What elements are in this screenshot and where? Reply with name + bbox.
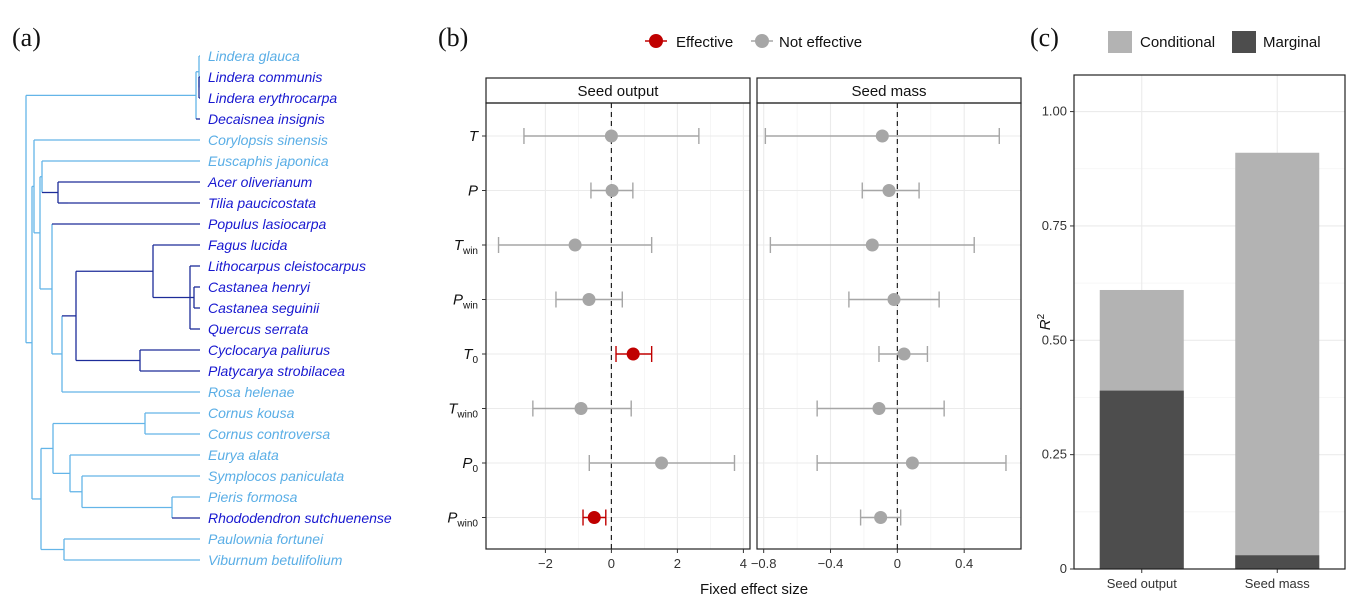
y-tick-label: 0.50: [1042, 332, 1067, 347]
taxon-label: Lindera erythrocarpa: [208, 90, 337, 106]
taxon-label: Eurya alata: [208, 447, 279, 463]
legend-b: Effective Not effective: [645, 34, 862, 51]
legend-effective-label: Effective: [676, 34, 733, 51]
panel-a-label: (a): [12, 23, 41, 52]
legend-not-effective-label: Not effective: [779, 34, 862, 51]
row-label: Twin: [454, 237, 478, 257]
row-label: Pwin: [453, 292, 478, 312]
row-label: Twin0: [448, 401, 478, 421]
row-label: T: [469, 128, 480, 145]
r2-y-axis-title-main: R: [1037, 319, 1054, 330]
r2-bar-chart: Seed output Seed mass 0 0.25 0.50 0.75 1.00: [1042, 74, 1346, 591]
row-label: P0: [462, 455, 478, 475]
x-tick-label: −2: [538, 556, 553, 571]
estimate-point: [905, 456, 919, 470]
estimate-point: [568, 238, 582, 252]
legend-not-effective-marker: [755, 34, 769, 48]
x-tick-label: 0: [608, 556, 615, 571]
x-tick-label: Seed mass: [1245, 576, 1311, 591]
taxon-label: Lindera communis: [208, 69, 322, 85]
facet-title: Seed output: [578, 83, 660, 100]
row-label: T0: [463, 346, 478, 366]
y-tick-label: 1.00: [1042, 104, 1067, 119]
estimate-point: [882, 184, 896, 197]
row-label: Pwin0: [447, 510, 478, 530]
estimate-point: [605, 184, 619, 197]
facet-title: Seed mass: [851, 83, 926, 100]
forest-x-axis-title: Fixed effect size: [700, 581, 808, 598]
facet-strip: [486, 78, 750, 103]
taxon-label: Cyclocarya paliurus: [208, 342, 330, 358]
taxon-label: Cornus kousa: [208, 405, 295, 421]
x-tick-label: 0: [894, 556, 901, 571]
taxon-label: Rosa helenae: [208, 384, 295, 400]
estimate-point: [865, 238, 879, 252]
taxon-label: Acer oliverianum: [207, 174, 313, 190]
r2-y-axis-title-superscript: 2: [1036, 313, 1047, 319]
legend-c: Conditional Marginal: [1108, 31, 1321, 53]
estimate-point: [582, 293, 596, 306]
bar-marginal: [1235, 555, 1320, 569]
panel-b-label: (b): [438, 23, 468, 52]
x-tick-label: −0.8: [751, 556, 777, 571]
forest-plot: Seed output −2 0 2 4 Seed mass −0.8 −0.4 0 0.4 T P T…: [447, 77, 1022, 571]
facet-strip-frame: [485, 77, 751, 104]
facet-strip-frame: [756, 77, 1022, 104]
facet-strip: [757, 78, 1021, 103]
taxon-label: Paulownia fortunei: [208, 531, 324, 547]
estimate-point: [872, 402, 886, 415]
phylogeny-tree: [25, 55, 200, 561]
facet-panel: [757, 103, 1021, 549]
legend-conditional-swatch: [1108, 31, 1132, 53]
estimate-point: [655, 456, 669, 470]
bar-marginal: [1099, 390, 1184, 569]
taxon-label: Pieris formosa: [208, 489, 298, 505]
taxon-label: Tilia paucicostata: [208, 195, 316, 211]
estimate-point: [897, 347, 911, 361]
panel-c-label: (c): [1030, 23, 1059, 52]
estimate-point: [574, 402, 588, 415]
estimate-point: [875, 129, 889, 143]
taxon-label: Euscaphis japonica: [208, 153, 329, 169]
legend-marginal-swatch: [1232, 31, 1256, 53]
estimate-point: [874, 511, 888, 524]
r2-y-axis-title: R2: [1036, 313, 1054, 330]
taxon-label: Viburnum betulifolium: [208, 552, 343, 568]
row-label: P: [468, 183, 478, 200]
y-tick-label: 0: [1060, 561, 1067, 576]
taxon-label: Lithocarpus cleistocarpus: [208, 258, 366, 274]
taxon-label: Corylopsis sinensis: [208, 132, 328, 148]
taxon-label: Platycarya strobilacea: [208, 363, 345, 379]
legend-conditional-label: Conditional: [1140, 34, 1215, 51]
taxon-label: Populus lasiocarpa: [208, 216, 327, 232]
x-tick-label: Seed output: [1107, 576, 1178, 591]
x-tick-label: 2: [674, 556, 681, 571]
estimate-point: [587, 511, 601, 524]
taxon-label: Castanea seguinii: [208, 300, 320, 316]
taxon-label: Lindera glauca: [208, 48, 300, 64]
x-tick-label: −0.4: [818, 556, 844, 571]
taxon-label: Rhododendron sutchuenense: [208, 510, 392, 526]
taxon-label: Symplocos paniculata: [208, 468, 344, 484]
estimate-point: [604, 129, 618, 143]
taxon-label: Quercus serrata: [208, 321, 309, 337]
taxon-label: Cornus controversa: [208, 426, 330, 442]
bar-conditional: [1235, 152, 1320, 569]
y-tick-label: 0.25: [1042, 447, 1067, 462]
y-tick-label: 0.75: [1042, 218, 1067, 233]
legend-marginal-label: Marginal: [1263, 34, 1321, 51]
taxon-label: Fagus lucida: [208, 237, 288, 253]
taxon-label: Castanea henryi: [208, 279, 311, 295]
taxon-label: Decaisnea insignis: [208, 111, 325, 127]
x-tick-label: 0.4: [955, 556, 973, 571]
estimate-point: [887, 293, 901, 306]
plot-frame: [1073, 74, 1346, 570]
facet-panel: [486, 103, 750, 549]
estimate-point: [626, 347, 640, 361]
taxon-label-list: Lindera glauca Lindera communis Lindera er…: [207, 48, 392, 568]
x-tick-label: 4: [740, 556, 747, 571]
